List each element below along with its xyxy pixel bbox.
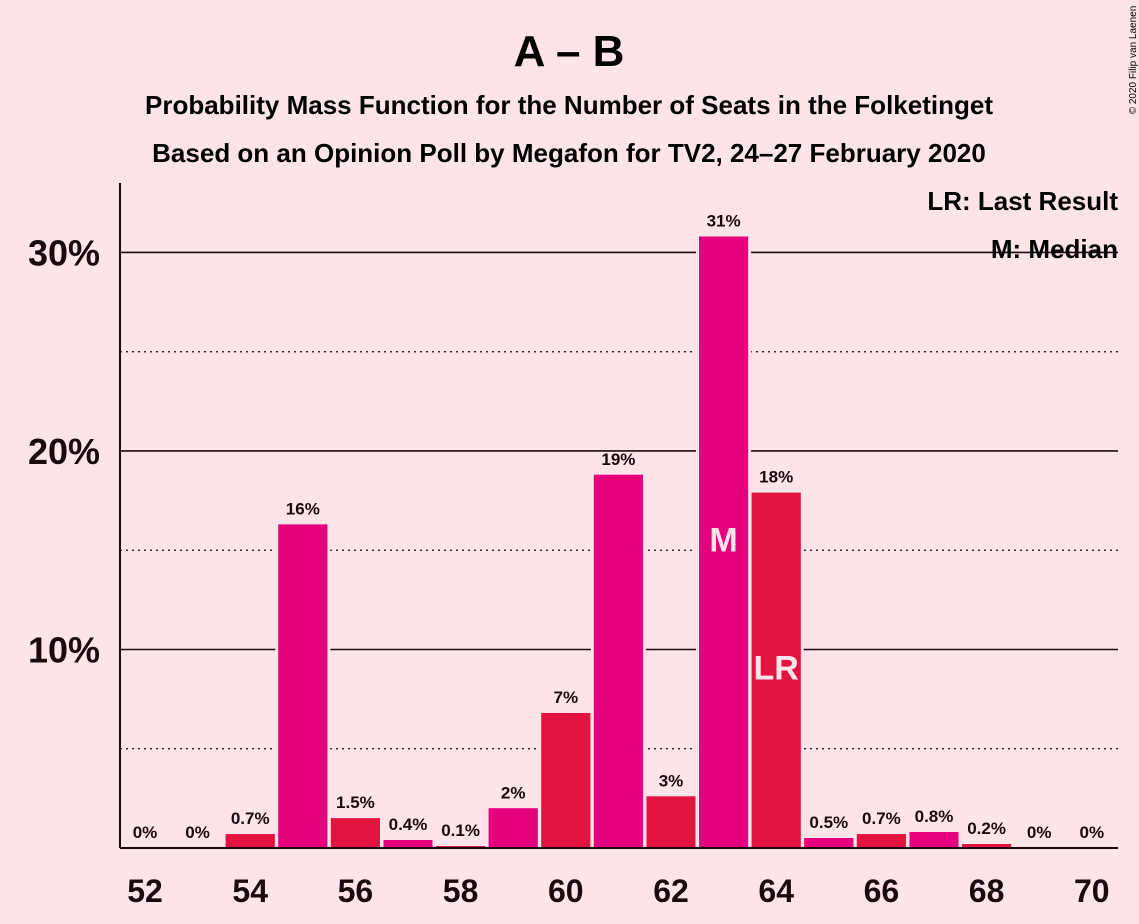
data-label-61: 19% bbox=[601, 450, 635, 469]
chart-subtitle-line2: Based on an Opinion Poll by Megafon for … bbox=[152, 138, 986, 168]
median-marker: M bbox=[709, 521, 737, 559]
x-tick-label: 62 bbox=[653, 873, 689, 909]
x-tick-label: 58 bbox=[443, 873, 479, 909]
x-tick-label: 68 bbox=[969, 873, 1005, 909]
data-label-59: 2% bbox=[501, 783, 526, 802]
data-label-67: 0.8% bbox=[915, 807, 954, 826]
x-tick-label: 64 bbox=[758, 873, 794, 909]
data-label-52: 0% bbox=[133, 823, 158, 842]
data-label-60: 7% bbox=[554, 688, 579, 707]
bars-group: 0% 0% 0.7% 16% 1.5% 0.4% 0.1% 2% 7% 19% 3% 31% M 18% L… bbox=[133, 212, 1105, 852]
bar-fill-59 bbox=[488, 808, 538, 848]
bar-fill-63 bbox=[699, 236, 749, 848]
bar-fill-54 bbox=[225, 834, 275, 848]
bar-fill-64 bbox=[751, 492, 801, 848]
bar-fill-55 bbox=[278, 524, 328, 848]
y-tick-label: 10% bbox=[28, 629, 100, 670]
x-tick-label: 66 bbox=[864, 873, 900, 909]
data-label-53: 0% bbox=[185, 823, 210, 842]
chart-title: A – B bbox=[514, 27, 625, 76]
bar-fill-56 bbox=[330, 818, 380, 848]
data-label-54: 0.7% bbox=[231, 809, 270, 828]
chart-subtitle-line1: Probability Mass Function for the Number… bbox=[145, 90, 993, 120]
data-label-64: 18% bbox=[759, 468, 793, 487]
legend-last-result: LR: Last Result bbox=[927, 186, 1118, 216]
x-tick-label: 56 bbox=[338, 873, 374, 909]
data-label-58: 0.1% bbox=[441, 821, 480, 840]
x-tick-label: 52 bbox=[127, 873, 163, 909]
bar-fill-67 bbox=[909, 832, 959, 848]
data-label-63: 31% bbox=[707, 212, 741, 231]
bar-fill-57 bbox=[383, 840, 433, 848]
copyright-note: © 2020 Filip van Laenen bbox=[1128, 6, 1139, 115]
data-label-69: 0% bbox=[1027, 823, 1052, 842]
axes-group: 10% 20% 30% 52 54 56 58 60 62 64 66 68 70 bbox=[28, 183, 1118, 909]
bar-fill-68 bbox=[962, 844, 1012, 848]
data-label-57: 0.4% bbox=[389, 815, 428, 834]
x-tick-label: 54 bbox=[232, 873, 268, 909]
bar-fill-65 bbox=[804, 838, 854, 848]
y-tick-label: 30% bbox=[28, 232, 100, 273]
legend-median: M: Median bbox=[991, 234, 1118, 264]
last-result-marker: LR bbox=[754, 649, 799, 687]
bar-fill-61 bbox=[593, 474, 643, 848]
data-label-55: 16% bbox=[286, 499, 320, 518]
bar-fill-66 bbox=[856, 834, 906, 848]
data-label-56: 1.5% bbox=[336, 793, 375, 812]
data-label-66: 0.7% bbox=[862, 809, 901, 828]
data-label-70: 0% bbox=[1080, 823, 1105, 842]
bar-fill-62 bbox=[646, 796, 696, 848]
data-label-62: 3% bbox=[659, 771, 684, 790]
data-label-68: 0.2% bbox=[967, 819, 1006, 838]
data-label-65: 0.5% bbox=[809, 813, 848, 832]
bar-fill-60 bbox=[541, 713, 591, 848]
x-tick-label: 70 bbox=[1074, 873, 1110, 909]
x-tick-label: 60 bbox=[548, 873, 584, 909]
y-tick-label: 20% bbox=[28, 431, 100, 472]
